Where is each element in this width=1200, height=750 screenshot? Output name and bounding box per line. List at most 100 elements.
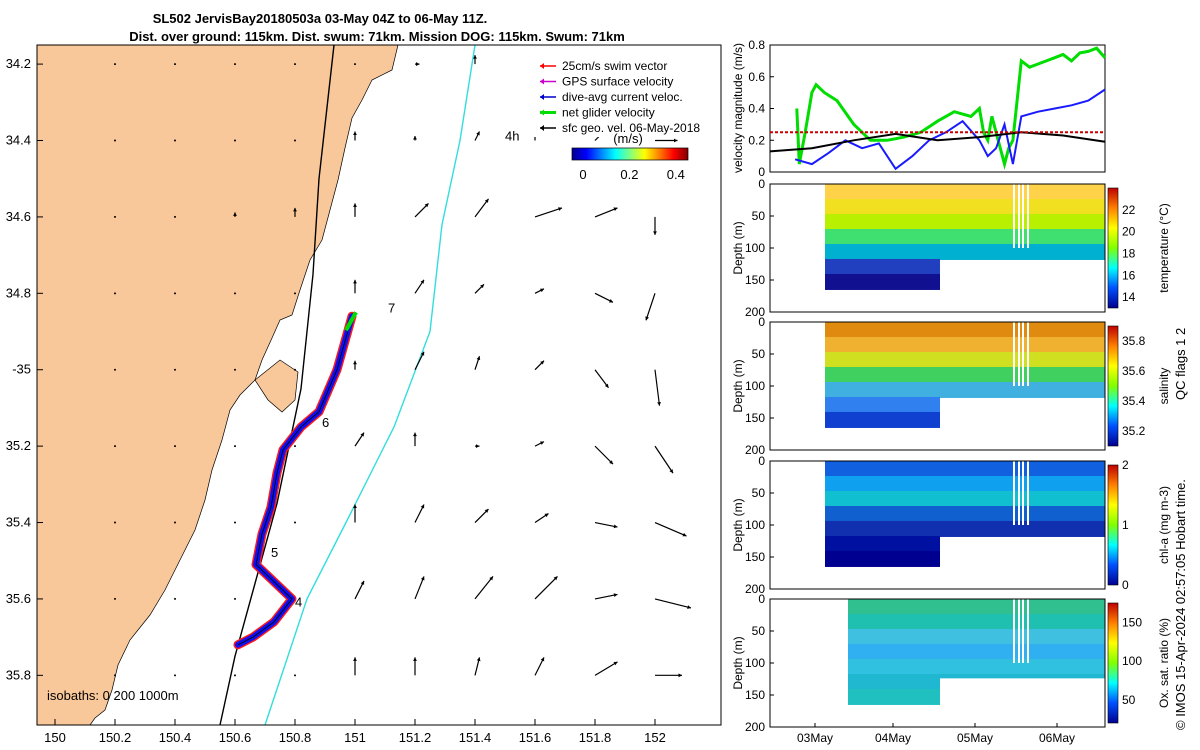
geo-velocity-arrow	[594, 593, 618, 600]
section-band	[825, 490, 1105, 507]
geo-velocity-arrow	[413, 136, 417, 141]
depth-y-tick: 200	[745, 305, 765, 319]
geo-velocity-arrow	[353, 360, 357, 370]
day-mark: 5	[271, 545, 278, 560]
geo-velocity-arrow	[114, 215, 116, 218]
velocity-y-tick: 0.4	[748, 102, 765, 116]
depth-panel: 0 50 100 150 200 Depth (m) 35.2 35.4 35.6 35.8 sal…	[731, 315, 1171, 457]
depth-y-tick: 50	[752, 209, 766, 223]
geo-velocity-arrow	[654, 445, 674, 474]
depth-y-tick: 100	[745, 241, 765, 255]
legend-entry: GPS surface velocity	[562, 75, 673, 89]
geo-velocity-arrow	[474, 283, 485, 294]
geo-velocity-arrow	[414, 279, 425, 294]
day-mark: 4h	[505, 129, 519, 144]
geo-velocity-arrow	[234, 597, 236, 600]
depth-y-tick: 0	[758, 454, 765, 468]
coastline-land	[36, 44, 399, 726]
geo-velocity-arrow	[114, 597, 116, 600]
geo-velocity-arrow	[474, 657, 481, 676]
geo-velocity-arrow	[594, 521, 618, 529]
geo-velocity-arrow	[655, 673, 682, 678]
day-marks: 4 5 6 7 4h	[271, 129, 519, 610]
depth-y-tick: 200	[745, 443, 765, 457]
geo-velocity-arrow	[654, 369, 661, 406]
imos-credit: © IMOS 15-Apr-2024 02:57:05 Hobart time.	[1173, 479, 1188, 730]
geo-velocity-arrow	[475, 444, 480, 449]
colorbar-bar	[571, 147, 689, 161]
geo-velocity-arrow	[294, 445, 296, 448]
geo-velocity-arrow	[233, 212, 237, 217]
geo-velocity-arrow	[114, 445, 116, 448]
geo-velocity-arrow	[234, 368, 236, 371]
geo-velocity-arrow	[594, 369, 609, 389]
geo-velocity-arrow	[114, 292, 116, 295]
geo-velocity-arrow	[174, 368, 176, 371]
depth-y-tick: 200	[745, 582, 765, 596]
map-y-tick: 35.8	[6, 667, 31, 682]
map-legend: 25cm/s swim vector GPS surface velocitydi…	[528, 57, 718, 137]
date-x-tick: 03May	[797, 731, 833, 745]
depth-colorbar	[1107, 464, 1119, 586]
geo-velocity-arrow	[645, 293, 656, 321]
velocity-ylabel: velocity magnitude (m/s)	[731, 43, 745, 173]
isobaths	[219, 44, 476, 726]
geo-velocity-arrow	[413, 432, 417, 447]
colorbar-tick: 0	[579, 167, 586, 182]
colorbar-tick: 20	[1122, 225, 1136, 239]
geo-velocity-arrow	[114, 368, 116, 371]
velocity-series	[794, 88, 1106, 171]
map-y-ticks: 34.2 34.4 34.6 34.8 -35 35.2 35.4 35.6 35.8	[6, 56, 43, 682]
geo-velocity-arrow	[294, 674, 296, 677]
colorbar-tick: 0.4	[667, 167, 685, 182]
geo-velocity-arrow	[594, 292, 614, 303]
velocity-y-tick: 0.2	[748, 133, 765, 147]
legend-entry: sfc geo. vel. 06-May-2018	[562, 121, 700, 135]
geo-velocity-arrow	[353, 131, 357, 141]
isobath-label: isobaths: 0 200 1000m	[47, 688, 179, 703]
map-y-tick: 34.4	[6, 133, 31, 148]
geo-velocity-arrow	[234, 63, 236, 66]
geo-velocity-arrow	[114, 63, 116, 66]
section-band	[848, 599, 1105, 615]
depth-y-tick: 0	[758, 177, 765, 191]
colorbar-tick: 18	[1122, 246, 1136, 260]
depth-panel: 0 50 100 150 200 Depth (m) 50 100 150 Ox. sat. ra…	[731, 592, 1171, 745]
map-frame	[36, 44, 722, 726]
section-band	[848, 613, 1105, 630]
map-x-tick: 151.2	[399, 730, 432, 745]
geo-velocity-arrow	[534, 288, 545, 294]
depth-y-tick: 200	[745, 720, 765, 734]
geo-velocity-arrow	[354, 63, 356, 66]
geo-velocity-arrow	[294, 139, 296, 142]
geo-velocity-arrow	[473, 55, 477, 65]
geo-velocity-arrow	[174, 445, 176, 448]
geo-velocity-arrow	[354, 580, 365, 600]
section-band	[825, 198, 1105, 215]
geo-velocity-arrow	[655, 138, 678, 143]
geo-velocity-arrow	[174, 139, 176, 142]
geo-velocity-arrow	[174, 597, 176, 600]
map-x-tick: 151	[344, 730, 366, 745]
section-band	[825, 411, 940, 428]
colorbar-tick: 22	[1122, 203, 1136, 217]
geo-velocity-arrow	[114, 139, 116, 142]
isobath-line	[264, 44, 476, 726]
date-x-tick: 05May	[957, 731, 993, 745]
section-band	[825, 273, 940, 290]
legend-entry: dive-avg current veloc.	[562, 90, 683, 104]
depth-y-tick: 0	[758, 592, 765, 606]
map-x-tick: 152	[644, 730, 666, 745]
map-x-tick: 150.6	[219, 730, 252, 745]
section-band	[848, 628, 1105, 645]
geo-velocity-arrow	[353, 279, 357, 294]
geo-velocity-arrow	[353, 657, 357, 676]
geo-velocity-arrow	[114, 674, 116, 677]
depth-y-tick: 100	[745, 379, 765, 393]
depth-colorbar	[1107, 325, 1119, 447]
map-y-tick: -35	[12, 362, 31, 377]
map-y-tick: 35.2	[6, 438, 31, 453]
